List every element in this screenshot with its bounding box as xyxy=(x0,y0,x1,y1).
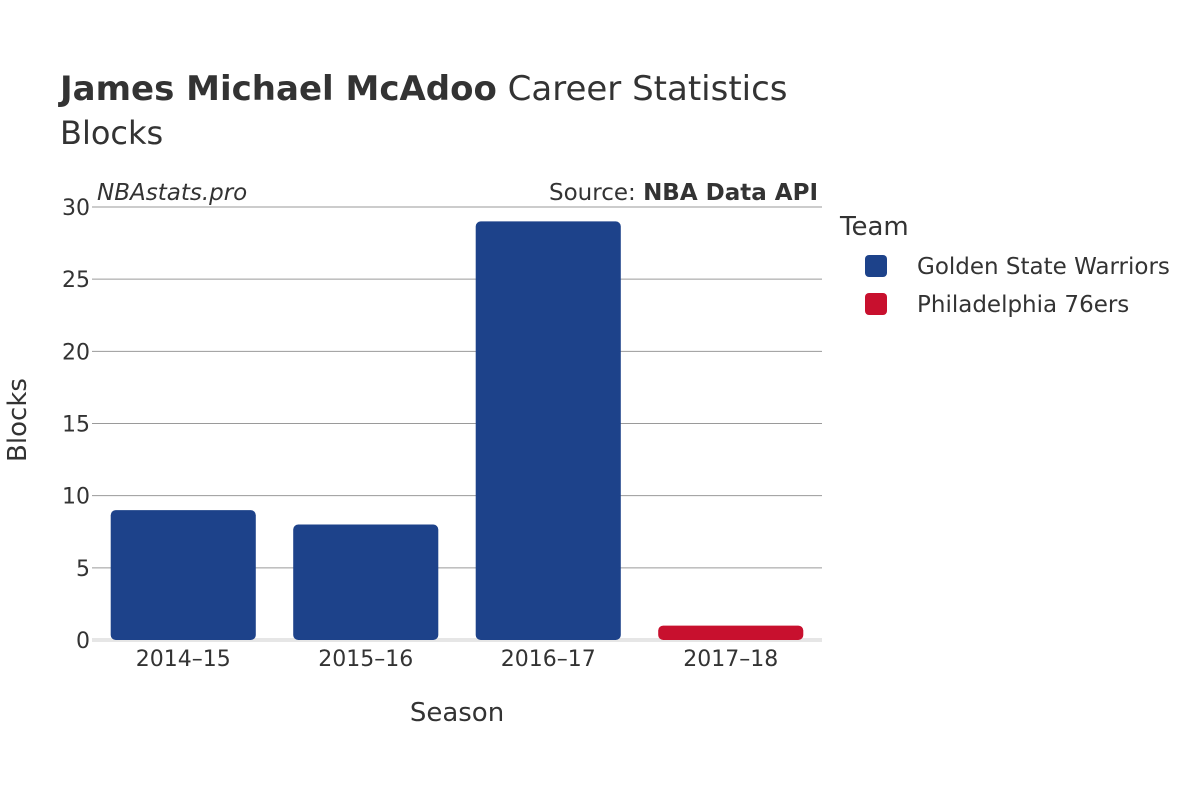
bar[interactable] xyxy=(475,221,621,640)
bar[interactable] xyxy=(293,524,439,640)
y-tick-label: 5 xyxy=(76,557,90,582)
source-text: Source: NBA Data API xyxy=(549,180,818,206)
x-tick-label: 2017–18 xyxy=(683,647,778,672)
legend-title: Team xyxy=(839,212,909,242)
watermark: NBAstats.pro xyxy=(97,180,247,206)
x-tick-label: 2014–15 xyxy=(136,647,231,672)
source-name: NBA Data API xyxy=(643,180,818,206)
y-tick-label: 15 xyxy=(62,413,90,438)
chart-subtitle: Blocks xyxy=(60,114,163,152)
x-tick-label: 2015–16 xyxy=(318,647,413,672)
legend-swatch[interactable] xyxy=(865,255,887,277)
bar[interactable] xyxy=(110,510,256,640)
chart-title-name: James Michael McAdoo xyxy=(58,69,497,109)
x-tick-labels: 2014–15 2015–16 2016–17 2017–18 xyxy=(136,647,778,672)
chart-title: James Michael McAdoo Career Statistics xyxy=(58,69,788,109)
x-axis-title: Season xyxy=(410,698,504,728)
x-tick-label: 2016–17 xyxy=(501,647,596,672)
y-tick-label: 0 xyxy=(76,629,90,654)
chart-title-rest: Career Statistics xyxy=(497,69,788,109)
legend-swatch[interactable] xyxy=(865,293,887,315)
y-tick-label: 25 xyxy=(62,268,90,293)
y-tick-labels: 0 5 10 15 20 25 30 xyxy=(62,196,90,654)
y-tick-label: 10 xyxy=(62,485,90,510)
bar[interactable] xyxy=(658,625,804,640)
legend: Golden State Warriors Philadelphia 76ers xyxy=(865,254,1170,318)
y-tick-label: 20 xyxy=(62,340,90,365)
y-tick-label: 30 xyxy=(62,196,90,221)
y-axis-title: Blocks xyxy=(3,378,33,462)
legend-item-label[interactable]: Philadelphia 76ers xyxy=(917,292,1129,318)
bars xyxy=(110,221,804,640)
source-prefix: Source: xyxy=(549,180,643,206)
legend-item-label[interactable]: Golden State Warriors xyxy=(917,254,1170,280)
